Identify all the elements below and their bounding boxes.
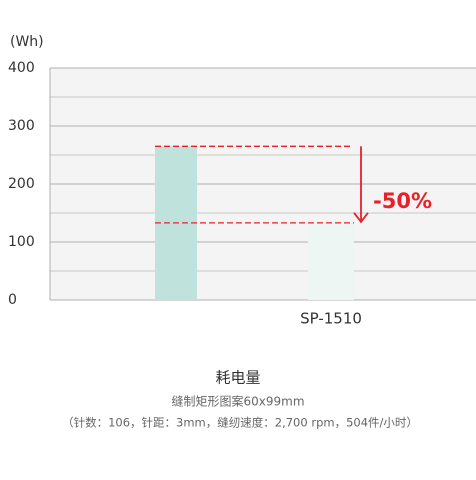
annotation: -50%: [373, 189, 432, 213]
arrow-head: [353, 212, 369, 224]
y-tick-label: 400: [8, 60, 35, 76]
caption-title: 耗电量: [215, 369, 260, 387]
y-tick-label: 200: [8, 176, 35, 192]
y-axis-label: (Wh): [10, 34, 44, 50]
bar: [308, 222, 354, 300]
y-tick-label: 300: [8, 118, 35, 134]
x-tick-label: SP-1510: [300, 310, 362, 328]
caption-line: （针数：106，针距：3mm，缝纫速度：2,700 rpm，504件/小时）: [62, 416, 418, 430]
y-tick-label: 100: [8, 234, 35, 250]
y-tick-label: 0: [8, 292, 17, 308]
caption-line: 缝制矩形图案60x99mm: [171, 394, 304, 409]
